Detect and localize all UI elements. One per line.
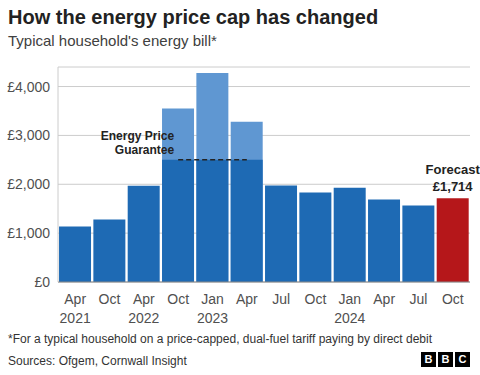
svg-text:Oct: Oct [442, 291, 464, 307]
svg-text:2021: 2021 [60, 310, 91, 324]
svg-text:Energy Price: Energy Price [101, 129, 175, 143]
svg-text:£2,000: £2,000 [8, 176, 50, 192]
svg-text:Apr: Apr [133, 291, 155, 307]
svg-text:Oct: Oct [305, 291, 327, 307]
svg-text:£1,714: £1,714 [433, 179, 472, 194]
svg-text:Guarantee: Guarantee [115, 143, 175, 157]
html-text:B: B [424, 353, 433, 365]
svg-text:£3,000: £3,000 [8, 127, 50, 143]
html-text:C: C [458, 353, 467, 365]
html-text:Typical household's energy bil: Typical household's energy bill* [8, 32, 217, 49]
svg-text:Oct: Oct [167, 291, 189, 307]
svg-text:£0: £0 [34, 274, 50, 290]
svg-text:Forecast: Forecast [426, 162, 472, 177]
svg-text:£4,000: £4,000 [8, 79, 50, 95]
svg-text:Apr: Apr [64, 291, 86, 307]
svg-text:Apr: Apr [373, 291, 395, 307]
svg-text:2024: 2024 [334, 310, 365, 324]
html-text:How the energy price cap has c: How the energy price cap has changed [8, 6, 379, 28]
svg-text:Oct: Oct [99, 291, 121, 307]
svg-text:Apr: Apr [236, 291, 258, 307]
svg-text:2023: 2023 [197, 310, 228, 324]
html-text:*For a typical household on a: *For a typical household on a price-capp… [8, 332, 432, 346]
svg-text:Jul: Jul [272, 291, 290, 307]
html-text:Sources: Ofgem, Cornwall Insig: Sources: Ofgem, Cornwall Insight [8, 354, 187, 368]
svg-text:2022: 2022 [128, 310, 159, 324]
svg-text:Jul: Jul [410, 291, 428, 307]
svg-text:£1,000: £1,000 [8, 225, 50, 241]
svg-text:Jan: Jan [339, 291, 362, 307]
html-text:B: B [441, 353, 450, 365]
svg-text:Jan: Jan [201, 291, 224, 307]
